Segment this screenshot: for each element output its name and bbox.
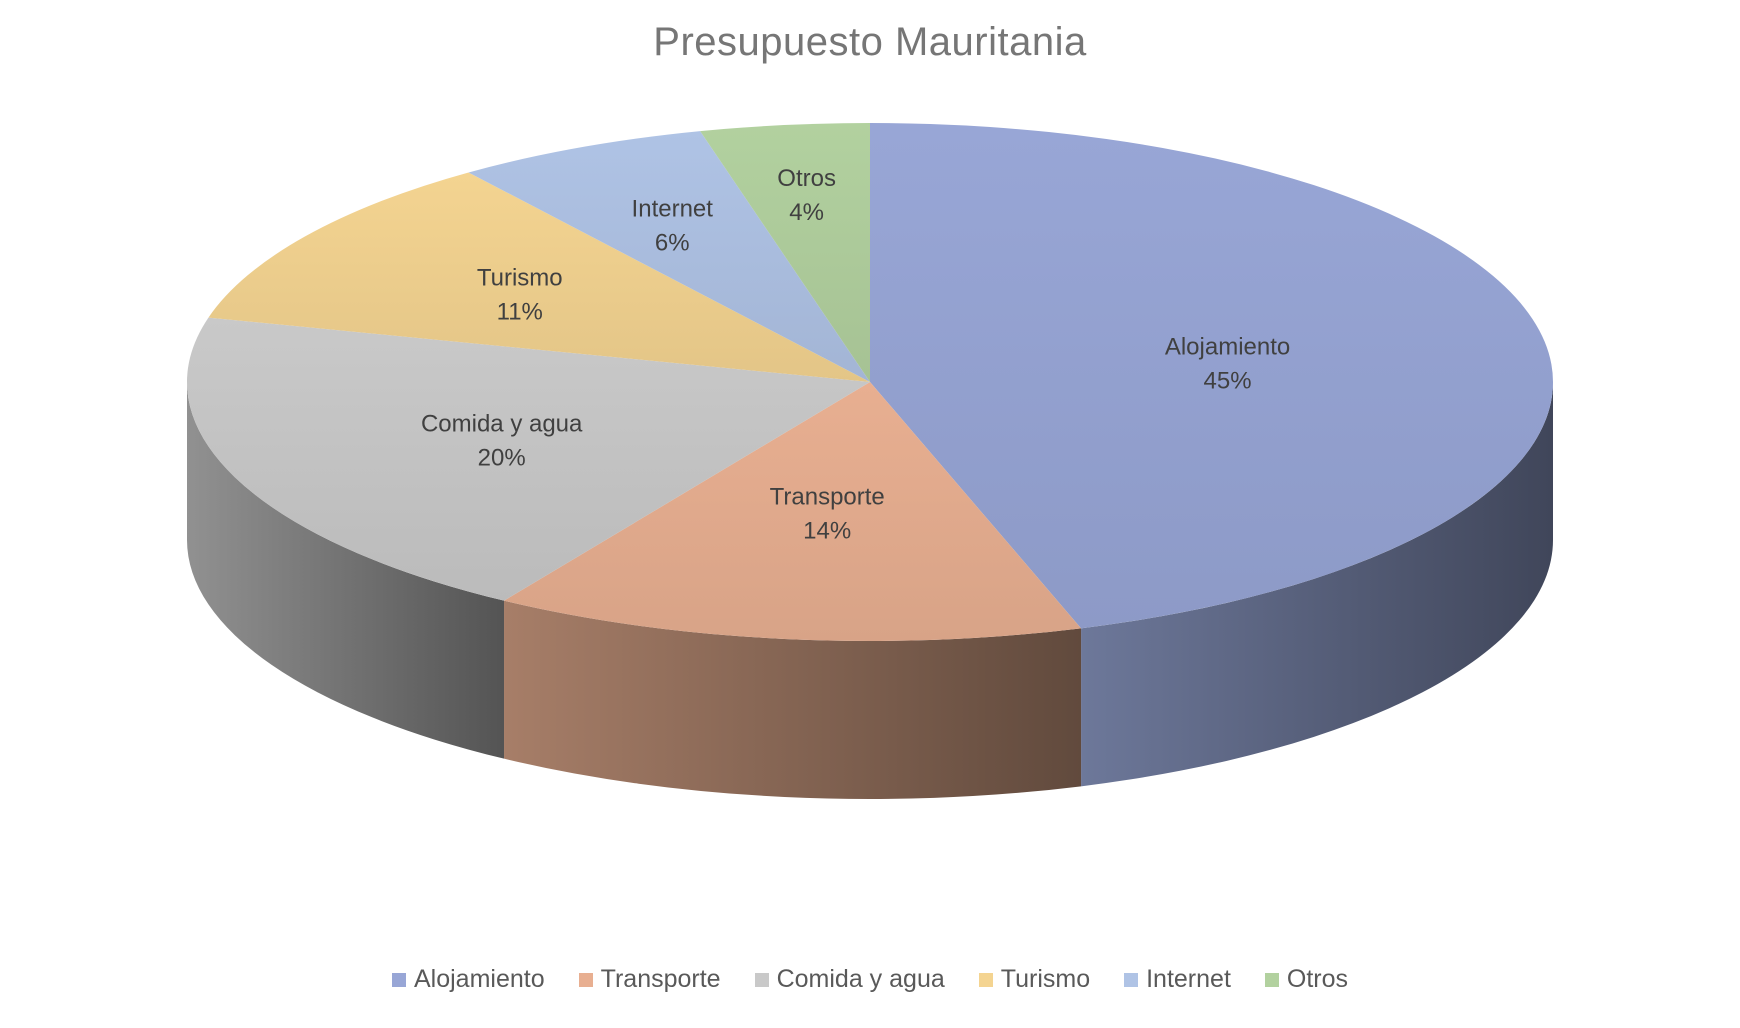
legend-label: Comida y agua <box>776 965 945 993</box>
legend-label: Transporte <box>600 965 721 993</box>
slice-label: Transporte <box>770 483 885 510</box>
slice-percent: 4% <box>789 199 824 226</box>
data-label-otros: Otros 4% <box>777 165 836 226</box>
data-label-internet: Internet 6% <box>632 196 714 257</box>
pie-slice-internet <box>468 131 870 382</box>
legend-label: Otros <box>1286 965 1349 993</box>
legend-swatch <box>754 972 769 987</box>
legend-swatch <box>1264 972 1279 987</box>
legend-swatch <box>391 972 406 987</box>
chart-title: Presupuesto Mauritania <box>653 20 1087 64</box>
data-label-transporte: Transporte 14% <box>770 483 885 544</box>
legend-swatch <box>1124 972 1139 987</box>
data-label-comida-y-agua: Comida y agua 20% <box>421 410 583 471</box>
pie-slice-transporte <box>504 382 1082 641</box>
slice-percent: 45% <box>1204 368 1252 395</box>
legend-swatch <box>578 972 593 987</box>
slice-label: Internet <box>632 196 714 223</box>
pie-side-comida-y-agua <box>187 382 505 759</box>
legend-item-alojamiento: Alojamiento <box>391 965 545 994</box>
legend-label: Alojamiento <box>413 965 545 993</box>
legend-label: Turismo <box>1000 965 1091 993</box>
legend-swatch <box>978 972 993 987</box>
slice-percent: 20% <box>478 444 526 471</box>
legend-item-transporte: Transporte <box>578 965 721 994</box>
pie-slice-otros <box>700 123 870 382</box>
slice-label: Otros <box>777 165 836 192</box>
slice-label: Turismo <box>477 265 563 292</box>
pie-slice-turismo <box>208 172 870 382</box>
slice-label: Alojamiento <box>1165 334 1290 361</box>
slice-label: Comida y agua <box>421 410 583 437</box>
legend-item-internet: Internet <box>1124 965 1231 994</box>
legend-item-comida-y-agua: Comida y agua <box>754 965 945 994</box>
legend-item-otros: Otros <box>1264 965 1349 994</box>
pie-side-transporte <box>504 600 1082 799</box>
slice-percent: 11% <box>497 299 543 326</box>
pie-side-alojamiento <box>1081 382 1553 787</box>
slice-percent: 6% <box>655 230 690 257</box>
data-label-turismo: Turismo 11% <box>477 265 563 326</box>
pie-slice-alojamiento <box>870 123 1553 629</box>
pie-slice-comida-y-agua <box>187 317 870 601</box>
legend: Alojamiento Transporte Comida y agua Turism… <box>0 965 1740 994</box>
data-label-alojamiento: Alojamiento 45% <box>1165 334 1290 395</box>
legend-label: Internet <box>1146 965 1231 993</box>
legend-item-turismo: Turismo <box>978 965 1091 994</box>
slice-percent: 14% <box>803 517 851 544</box>
